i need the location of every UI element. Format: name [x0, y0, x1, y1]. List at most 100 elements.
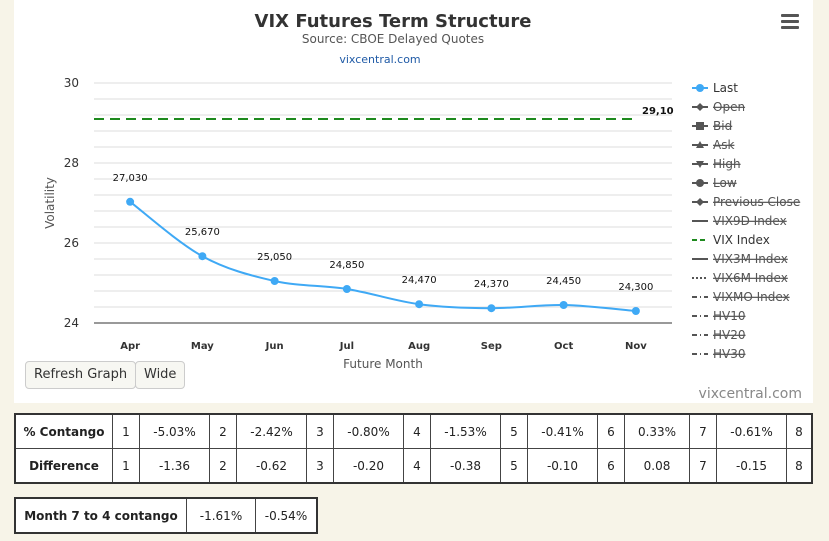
- legend-label[interactable]: HV20: [713, 328, 746, 342]
- legend-label[interactable]: VIXMO Index: [713, 290, 790, 304]
- month-index: 5: [500, 448, 528, 484]
- legend-label[interactable]: High: [713, 157, 741, 171]
- last-data-point[interactable]: [270, 277, 279, 285]
- wide-button[interactable]: Wide: [135, 361, 186, 389]
- legend-item[interactable]: Last: [692, 81, 738, 95]
- legend-label[interactable]: Bid: [713, 119, 732, 133]
- last-data-label: 24,450: [546, 276, 581, 287]
- last-data-point[interactable]: [126, 197, 135, 206]
- month-value: -5.03%: [139, 413, 210, 449]
- month-index: 1: [112, 448, 140, 484]
- month74-label: Month 7 to 4 contango: [14, 497, 187, 534]
- month-index: 7: [689, 413, 717, 449]
- last-data-point[interactable]: [198, 252, 207, 261]
- month-value: -0.41%: [527, 413, 598, 449]
- legend: Last Open Bid Ask High Low Previous Close VIX9D…: [692, 81, 800, 361]
- last-data-label: 24,300: [618, 282, 653, 293]
- legend-item[interactable]: Open: [692, 100, 745, 114]
- legend-label[interactable]: VIX6M Index: [713, 271, 788, 285]
- legend-item[interactable]: VIX Index: [692, 233, 770, 247]
- row-label: Difference: [14, 448, 113, 484]
- month-value: -0.38: [430, 448, 501, 484]
- series: 29,10 27,030 25,670 25,050 24,850 24,470 24,37…: [94, 106, 674, 315]
- legend-label[interactable]: VIX9D Index: [713, 214, 787, 228]
- month-index: 8: [786, 413, 813, 449]
- legend-label[interactable]: Low: [713, 176, 737, 190]
- month-value: -2.42%: [236, 413, 307, 449]
- month-value: -0.80%: [333, 413, 404, 449]
- legend-label[interactable]: Previous Close: [713, 195, 800, 209]
- legend-item[interactable]: HV10: [692, 309, 746, 323]
- last-data-point[interactable]: [415, 300, 424, 309]
- diamond-marker-icon: [692, 198, 708, 206]
- legend-item[interactable]: Low: [692, 176, 737, 190]
- legend-item[interactable]: VIX3M Index: [692, 252, 788, 266]
- chart-subtitle: Source: CBOE Delayed Quotes: [302, 32, 484, 46]
- last-data-point[interactable]: [487, 304, 496, 313]
- y-tick-label: 24: [64, 316, 79, 330]
- month-index: 5: [500, 413, 528, 449]
- last-data-point[interactable]: [559, 301, 568, 309]
- legend-label[interactable]: VIX Index: [713, 233, 770, 247]
- legend-item[interactable]: Ask: [692, 138, 734, 152]
- hamburger-menu-icon[interactable]: [781, 14, 799, 30]
- x-tick-label: Aug: [408, 341, 430, 352]
- month-value: -0.61%: [716, 413, 787, 449]
- legend-item[interactable]: Bid: [692, 119, 732, 133]
- x-tick-label: May: [191, 341, 214, 352]
- month-value: -0.62: [236, 448, 307, 484]
- last-data-point[interactable]: [631, 307, 640, 315]
- legend-item[interactable]: High: [692, 157, 741, 171]
- month-index: 6: [597, 448, 625, 484]
- square-marker-icon: [692, 122, 708, 130]
- month-7-to-4-table: Month 7 to 4 contango -1.61% -0.54%: [14, 497, 318, 534]
- month-index: 6: [597, 413, 625, 449]
- legend-label[interactable]: Last: [713, 81, 738, 95]
- contango-table: % Contango 1 -5.03% 2 -2.42% 3 -0.80% 4 -1.53% 5-…: [14, 413, 813, 484]
- legend-label[interactable]: HV30: [713, 347, 746, 361]
- month-value: -1.36: [139, 448, 210, 484]
- y-tick-label: 28: [64, 156, 79, 170]
- month-index: 3: [306, 448, 334, 484]
- month74-value-1: -1.61%: [186, 497, 256, 534]
- month-value: -0.20: [333, 448, 404, 484]
- legend-item[interactable]: VIX6M Index: [692, 271, 788, 285]
- vix-term-structure-chart: VIX Futures Term Structure Source: CBOE …: [43, 11, 802, 402]
- legend-label[interactable]: Open: [713, 100, 745, 114]
- last-data-label: 25,670: [185, 227, 220, 238]
- legend-label[interactable]: HV10: [713, 309, 746, 323]
- legend-label[interactable]: Ask: [713, 138, 734, 152]
- y-tick-label: 26: [64, 236, 79, 250]
- y-axis: 24 26 28 30: [64, 76, 79, 330]
- legend-item[interactable]: VIX9D Index: [692, 214, 787, 228]
- last-data-label: 27,030: [113, 173, 148, 184]
- month74-value-2: -0.54%: [255, 497, 318, 534]
- x-axis-title: Future Month: [343, 357, 423, 371]
- month-value: 0.08: [624, 448, 690, 484]
- row-label: % Contango: [14, 413, 113, 449]
- legend-item[interactable]: VIXMO Index: [692, 290, 790, 304]
- legend-item[interactable]: HV20: [692, 328, 746, 342]
- month-index: 4: [403, 448, 431, 484]
- month-index: 2: [209, 448, 237, 484]
- chart-title: VIX Futures Term Structure: [255, 11, 532, 32]
- last-data-point[interactable]: [342, 285, 351, 293]
- contango-row: % Contango 1 -5.03% 2 -2.42% 3 -0.80% 4 -1.53% 5-…: [14, 413, 813, 449]
- legend-item[interactable]: HV30: [692, 347, 746, 361]
- last-data-label: 25,050: [257, 252, 292, 263]
- vix-index-data-label: 29,10: [642, 106, 674, 117]
- legend-item[interactable]: Previous Close: [692, 195, 800, 209]
- refresh-graph-button[interactable]: Refresh Graph: [25, 361, 137, 389]
- last-data-label: 24,470: [402, 275, 437, 286]
- month-index: 3: [306, 413, 334, 449]
- y-axis-title: Volatility: [43, 177, 57, 229]
- x-tick-label: Apr: [120, 341, 140, 352]
- chart-credit[interactable]: vixcentral.com: [699, 386, 802, 402]
- x-tick-label: Oct: [554, 341, 573, 352]
- diamond-marker-icon: [692, 103, 708, 111]
- triangle-marker-icon: [692, 141, 708, 148]
- month-index: 1: [112, 413, 140, 449]
- month-index: 2: [209, 413, 237, 449]
- legend-label[interactable]: VIX3M Index: [713, 252, 788, 266]
- source-link[interactable]: vixcentral.com: [339, 53, 420, 66]
